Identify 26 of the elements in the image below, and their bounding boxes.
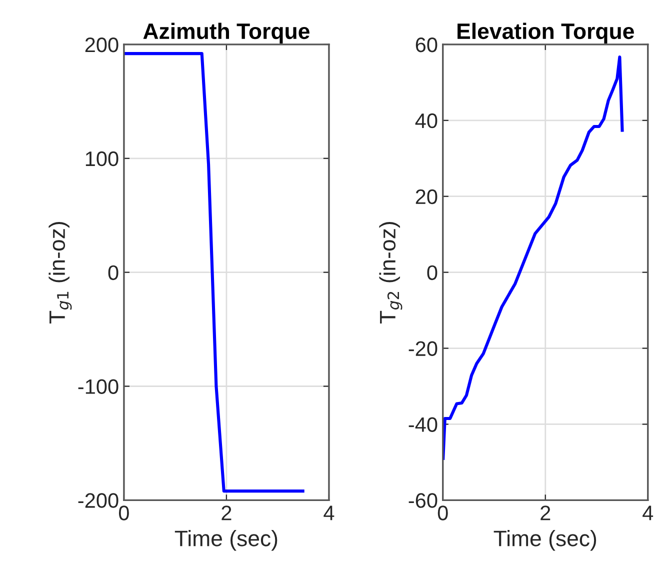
- x-axis-title: Time (sec): [494, 530, 596, 551]
- x-tick-label: 2: [222, 506, 232, 520]
- y-tick-label: 0: [427, 265, 438, 280]
- y-tick-label: -20: [408, 341, 438, 356]
- y-tick-label: -40: [408, 417, 438, 432]
- y-tick-label: 20: [416, 189, 438, 204]
- y-tick-label: -60: [408, 493, 438, 508]
- x-tick-label: 4: [324, 506, 334, 520]
- line-series: [124, 52, 304, 493]
- y-tick-label: 200: [85, 37, 118, 52]
- y-tick-label: -100: [78, 379, 118, 394]
- y-axis-title: T$_{g1}$ (in-oz): [48, 222, 72, 324]
- x-tick-label: 0: [118, 506, 129, 520]
- y-tick-label: 100: [86, 151, 118, 166]
- y-tick-label: 0: [108, 265, 118, 280]
- y-axis-title: T$_{g2}$ (in-oz): [379, 222, 402, 324]
- x-tick-label: 2: [540, 506, 550, 520]
- y-tick-label: 60: [416, 37, 438, 52]
- y-tick-label: -200: [78, 493, 118, 508]
- line-series: [442, 55, 624, 460]
- chart-title: Azimuth Torque: [143, 22, 310, 44]
- y-tick-label: 40: [415, 113, 438, 128]
- x-tick-label: 4: [642, 506, 654, 520]
- x-axis-title: Time (sec): [174, 530, 278, 551]
- chart-title: Elevation Torque: [458, 22, 634, 44]
- x-tick-label: 0: [438, 506, 448, 520]
